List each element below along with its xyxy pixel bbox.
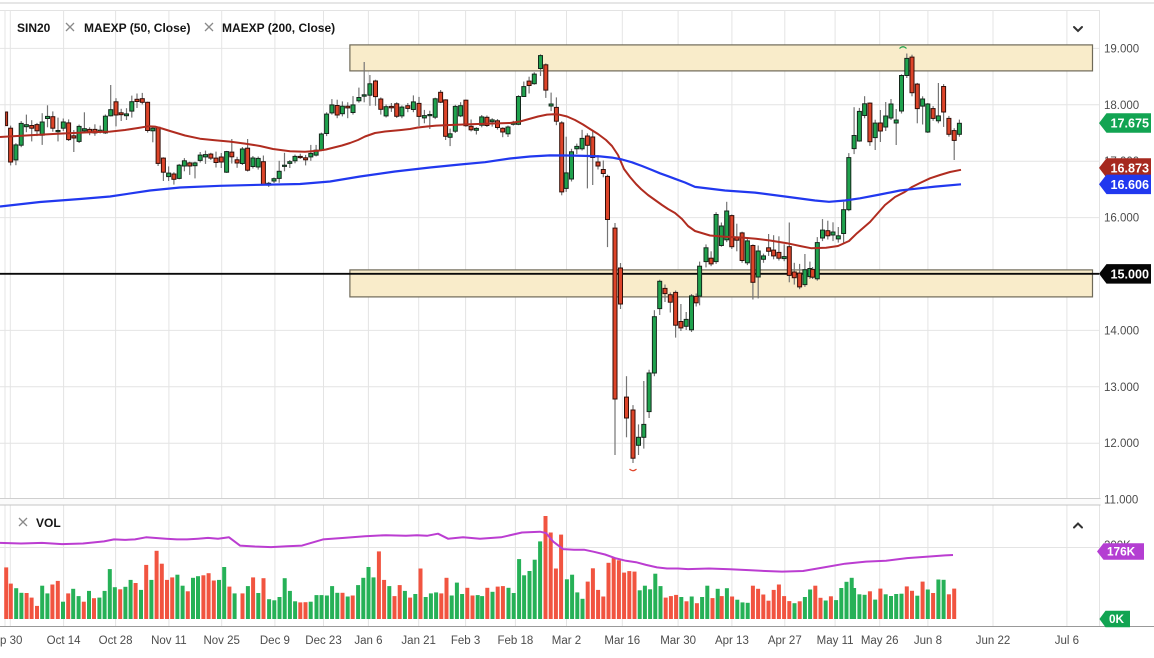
- svg-text:Nov 11: Nov 11: [151, 635, 187, 647]
- svg-text:11.000: 11.000: [1104, 495, 1138, 507]
- svg-text:17.675: 17.675: [1111, 117, 1150, 131]
- svg-text:SIN20: SIN20: [17, 21, 51, 35]
- svg-text:19.000: 19.000: [1104, 43, 1139, 55]
- svg-text:Apr 13: Apr 13: [715, 635, 749, 647]
- svg-text:Dec 23: Dec 23: [305, 635, 341, 647]
- svg-text:Jan 6: Jan 6: [354, 635, 382, 647]
- svg-text:May 26: May 26: [861, 635, 899, 647]
- svg-text:Jun 22: Jun 22: [976, 635, 1011, 647]
- svg-text:16.873: 16.873: [1111, 161, 1150, 175]
- svg-text:Dec 9: Dec 9: [260, 635, 290, 647]
- svg-text:Feb 3: Feb 3: [451, 635, 480, 647]
- svg-text:Jan 21: Jan 21: [401, 635, 436, 647]
- svg-text:MAEXP (200, Close): MAEXP (200, Close): [222, 21, 335, 35]
- svg-text:0K: 0K: [1109, 612, 1125, 626]
- svg-text:p 30: p 30: [0, 635, 22, 647]
- svg-text:Feb 18: Feb 18: [497, 635, 533, 647]
- svg-text:Jul 6: Jul 6: [1055, 635, 1079, 647]
- svg-text:Mar 2: Mar 2: [552, 635, 581, 647]
- svg-text:May 11: May 11: [817, 635, 854, 647]
- svg-text:15.000: 15.000: [1111, 267, 1150, 281]
- svg-text:VOL: VOL: [36, 516, 61, 530]
- svg-text:Mar 30: Mar 30: [660, 635, 696, 647]
- svg-text:Mar 16: Mar 16: [604, 635, 640, 647]
- svg-text:12.000: 12.000: [1104, 438, 1139, 450]
- svg-text:Oct 28: Oct 28: [99, 635, 133, 647]
- svg-text:18.000: 18.000: [1104, 100, 1139, 112]
- svg-text:Oct 14: Oct 14: [47, 635, 81, 647]
- svg-text:Jun 8: Jun 8: [914, 635, 942, 647]
- svg-text:16.606: 16.606: [1111, 178, 1150, 192]
- svg-text:MAEXP (50, Close): MAEXP (50, Close): [84, 21, 190, 35]
- svg-text:176K: 176K: [1107, 545, 1136, 559]
- svg-text:13.000: 13.000: [1104, 382, 1139, 394]
- svg-text:16.000: 16.000: [1104, 213, 1139, 225]
- svg-text:Apr 27: Apr 27: [768, 635, 802, 647]
- svg-text:Nov 25: Nov 25: [203, 635, 239, 647]
- svg-text:14.000: 14.000: [1104, 325, 1139, 337]
